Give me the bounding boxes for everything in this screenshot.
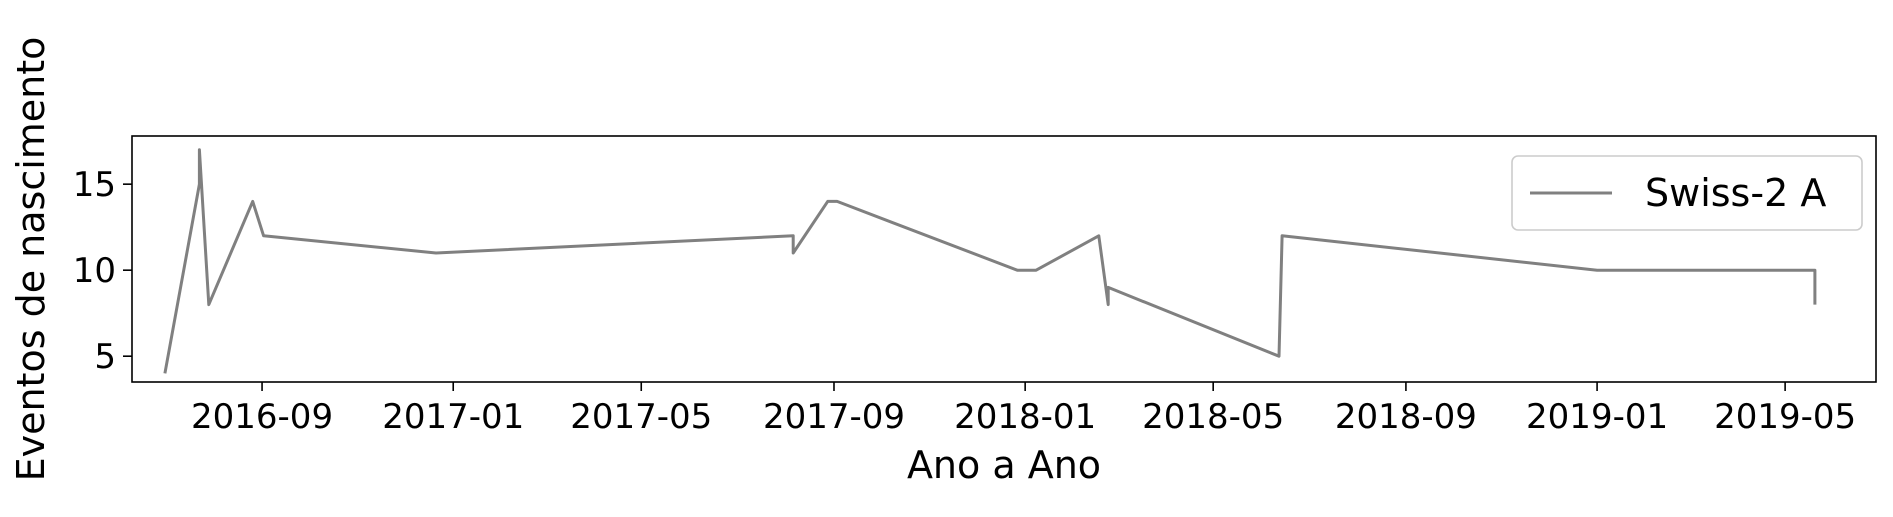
series-line-0 <box>163 148 1817 374</box>
x-tick-label: 2018-09 <box>1335 397 1477 437</box>
y-tick-label: 15 <box>73 165 116 205</box>
legend: Swiss-2 A <box>1511 155 1863 231</box>
x-tick-label: 2019-01 <box>1526 397 1668 437</box>
y-axis-label: Eventos de nascimento <box>9 37 53 482</box>
x-tick-label: 2016-09 <box>191 397 333 437</box>
plot-area-frame <box>131 135 1877 383</box>
x-tick-label: 2017-01 <box>382 397 524 437</box>
legend-box <box>1511 155 1863 231</box>
series-layer <box>163 148 1817 374</box>
x-tick-label: 2019-05 <box>1714 397 1856 437</box>
x-tick-label: 2018-05 <box>1142 397 1284 437</box>
y-tick-label: 10 <box>73 251 116 291</box>
y-axis-ticks: 5 10 15 <box>73 165 132 377</box>
x-axis-label: Ano a Ano <box>907 443 1101 487</box>
x-tick-label: 2017-05 <box>570 397 712 437</box>
x-tick-label: 2018-01 <box>954 397 1096 437</box>
y-tick-label: 5 <box>94 337 116 377</box>
legend-entry-label: Swiss-2 A <box>1645 171 1826 215</box>
x-axis-ticks: 2016-09 2017-01 2017-05 2017-09 2018-01 2018-… <box>191 382 1856 437</box>
x-tick-label: 2017-09 <box>763 397 905 437</box>
